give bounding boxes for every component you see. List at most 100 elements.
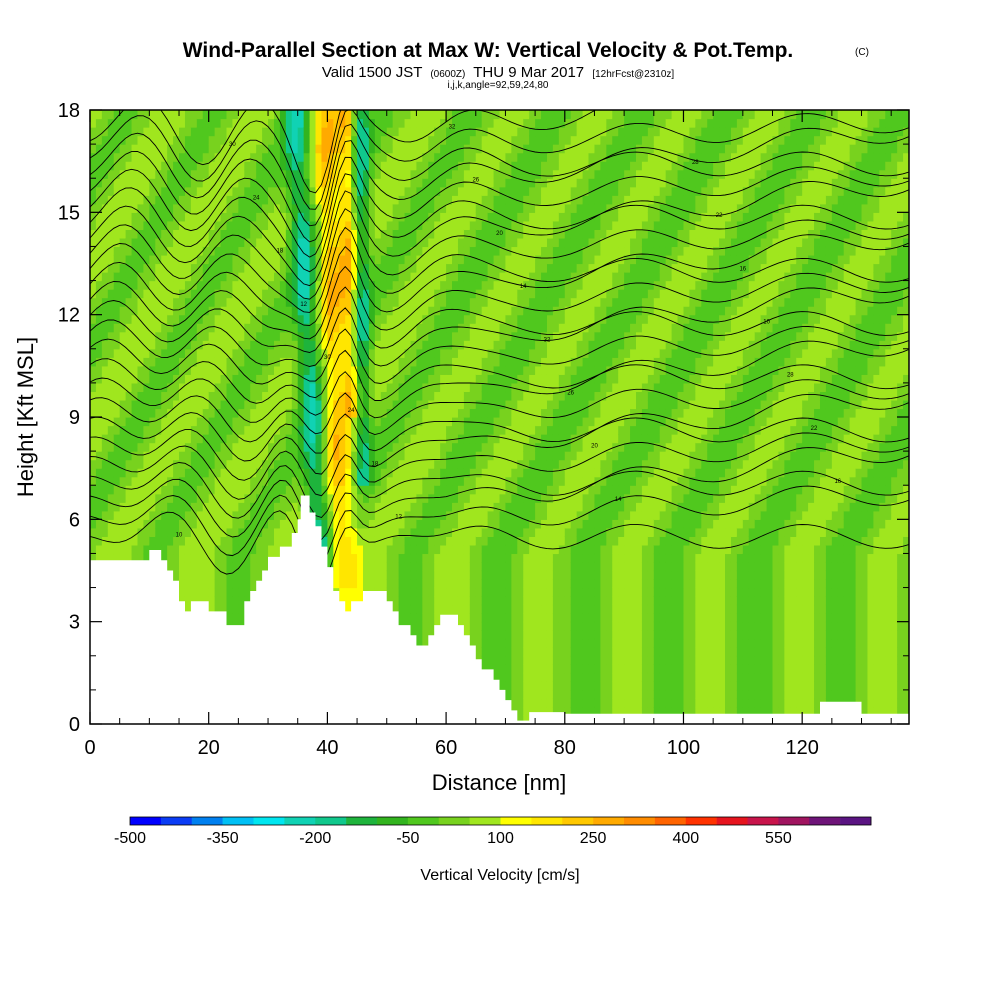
velocity-cell bbox=[226, 476, 234, 486]
velocity-cell bbox=[285, 365, 293, 375]
velocity-cell bbox=[374, 510, 382, 520]
velocity-cell bbox=[475, 340, 483, 350]
velocity-cell bbox=[173, 246, 180, 256]
velocity-cell bbox=[184, 510, 192, 520]
velocity-cell bbox=[167, 246, 174, 256]
velocity-cell bbox=[475, 536, 483, 546]
velocity-cell bbox=[309, 493, 317, 503]
velocity-cell bbox=[452, 570, 459, 580]
velocity-cell bbox=[321, 178, 328, 188]
velocity-cell bbox=[107, 169, 115, 179]
velocity-cell bbox=[285, 374, 293, 384]
velocity-cell bbox=[481, 630, 489, 640]
velocity-cell bbox=[303, 382, 311, 393]
velocity-cell bbox=[95, 502, 103, 512]
velocity-cell bbox=[232, 519, 239, 529]
velocity-cell bbox=[262, 280, 269, 290]
velocity-cell bbox=[226, 382, 234, 393]
velocity-cell bbox=[256, 186, 263, 196]
velocity-cell bbox=[339, 280, 346, 290]
velocity-cell bbox=[404, 212, 412, 222]
velocity-cell bbox=[113, 502, 121, 512]
velocity-cell bbox=[469, 493, 477, 503]
velocity-cell bbox=[380, 468, 388, 478]
velocity-cell bbox=[143, 536, 150, 546]
velocity-cell bbox=[339, 263, 346, 273]
velocity-cell bbox=[469, 357, 477, 367]
velocity-cell bbox=[202, 553, 210, 563]
velocity-cell bbox=[499, 579, 507, 589]
velocity-cell bbox=[481, 459, 489, 469]
velocity-cell bbox=[167, 144, 174, 154]
velocity-cell bbox=[238, 144, 245, 154]
velocity-cell bbox=[309, 425, 317, 435]
velocity-cell bbox=[125, 280, 133, 290]
velocity-cell bbox=[143, 468, 150, 478]
velocity-cell bbox=[279, 144, 287, 154]
velocity-cell bbox=[309, 451, 317, 461]
velocity-cell bbox=[475, 178, 483, 188]
velocity-cell bbox=[374, 399, 382, 410]
velocity-cell bbox=[309, 399, 317, 410]
velocity-cell bbox=[244, 169, 251, 179]
velocity-cell bbox=[475, 263, 483, 273]
velocity-cell bbox=[161, 186, 168, 196]
velocity-cell bbox=[202, 596, 210, 606]
velocity-cell bbox=[351, 331, 358, 341]
velocity-cell bbox=[457, 510, 465, 520]
velocity-cell bbox=[167, 135, 174, 145]
velocity-cell bbox=[279, 237, 287, 248]
velocity-cell bbox=[143, 297, 150, 307]
velocity-cell bbox=[297, 365, 305, 375]
velocity-cell bbox=[398, 161, 406, 171]
velocity-cell bbox=[125, 442, 133, 452]
velocity-cell bbox=[244, 152, 251, 162]
velocity-cell bbox=[374, 127, 382, 137]
velocity-cell bbox=[167, 493, 174, 503]
velocity-cell bbox=[208, 272, 216, 282]
velocity-cell bbox=[446, 169, 453, 179]
velocity-cell bbox=[446, 391, 453, 401]
velocity-cell bbox=[481, 289, 489, 299]
velocity-cell bbox=[262, 306, 269, 316]
velocity-cell bbox=[179, 459, 186, 469]
velocity-cell bbox=[131, 502, 139, 512]
velocity-cell bbox=[113, 365, 121, 375]
velocity-cell bbox=[161, 408, 168, 418]
velocity-cell bbox=[309, 348, 317, 358]
velocity-cell bbox=[463, 152, 471, 162]
velocity-cell bbox=[315, 451, 323, 461]
velocity-cell bbox=[434, 579, 441, 589]
velocity-cell bbox=[440, 391, 447, 401]
velocity-cell bbox=[440, 536, 447, 546]
velocity-cell bbox=[202, 110, 210, 120]
velocity-cell bbox=[457, 459, 465, 469]
velocity-cell bbox=[374, 391, 382, 401]
velocity-cell bbox=[244, 220, 251, 230]
velocity-cell bbox=[232, 195, 239, 205]
velocity-cell bbox=[149, 144, 156, 154]
velocity-cell bbox=[339, 476, 346, 486]
velocity-cell bbox=[487, 357, 495, 367]
velocity-cell bbox=[244, 459, 251, 469]
velocity-cell bbox=[238, 246, 245, 256]
velocity-cell bbox=[244, 502, 251, 512]
velocity-cell bbox=[256, 451, 263, 461]
velocity-cell bbox=[262, 127, 269, 137]
velocity-cell bbox=[487, 664, 495, 674]
velocity-cell bbox=[285, 110, 293, 120]
velocity-cell bbox=[155, 544, 162, 555]
velocity-cell bbox=[161, 553, 168, 563]
velocity-cell bbox=[446, 399, 453, 410]
velocity-cell bbox=[368, 399, 376, 410]
velocity-cell bbox=[327, 195, 334, 205]
velocity-cell bbox=[333, 323, 340, 333]
velocity-cell bbox=[303, 451, 311, 461]
velocity-cell bbox=[214, 561, 222, 572]
velocity-cell bbox=[179, 570, 186, 580]
velocity-cell bbox=[95, 425, 103, 435]
velocity-cell bbox=[363, 527, 370, 537]
velocity-cell bbox=[279, 536, 287, 546]
velocity-cell bbox=[155, 468, 162, 478]
velocity-cell bbox=[90, 519, 97, 529]
